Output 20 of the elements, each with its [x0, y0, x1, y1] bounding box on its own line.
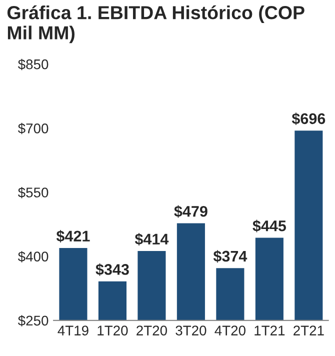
data-label: $445 — [252, 220, 286, 232]
y-tick-label: $400 — [18, 251, 48, 262]
x-tick-label: 1T21 — [254, 326, 285, 336]
x-tick-label: 4T20 — [214, 326, 246, 336]
y-tick-label: $250 — [18, 315, 48, 326]
data-label: $374 — [213, 250, 248, 263]
y-tick-label: $700 — [18, 122, 48, 134]
x-tick-label: 2T20 — [136, 326, 167, 336]
x-tick-label: 4T19 — [58, 326, 88, 336]
x-tick-label: 1T20 — [98, 326, 128, 336]
data-label: $696 — [292, 112, 326, 126]
data-label: $414 — [134, 233, 169, 246]
y-tick-label: $850 — [18, 58, 48, 70]
data-label: $479 — [174, 205, 208, 218]
chart-title: Gráfica 1. EBITDA Histórico (COP Mil MM) — [7, 5, 304, 44]
data-label: $343 — [96, 263, 129, 276]
y-tick-label: $550 — [18, 186, 48, 198]
x-tick-label: 2T21 — [294, 326, 324, 336]
data-label: $421 — [56, 230, 90, 243]
x-tick-label: 3T20 — [176, 326, 206, 336]
